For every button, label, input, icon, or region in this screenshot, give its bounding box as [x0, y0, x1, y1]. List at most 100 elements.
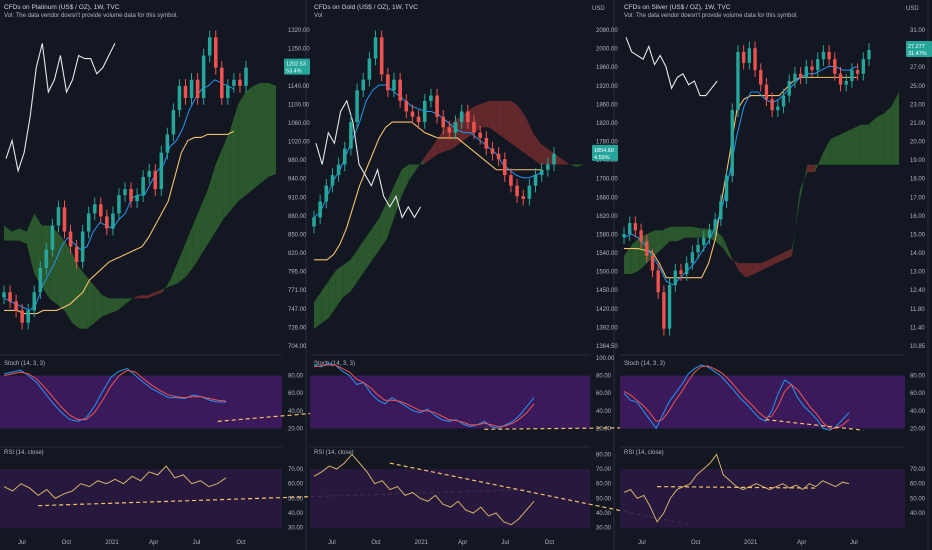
panel-title: CFDs on Silver (US$ / OZ), 1W, TVC	[624, 4, 731, 11]
candle-body	[129, 189, 133, 202]
candle-body	[62, 207, 67, 232]
candle-body	[679, 270, 683, 275]
candle-body	[521, 196, 526, 199]
ichimoku-cloud-segment	[532, 132, 541, 165]
rsi-tick-label: 60.00	[288, 482, 304, 488]
candle-body	[656, 270, 660, 293]
stoch-label: Stoch (14, 3, 3)	[314, 361, 355, 367]
candle-body	[189, 79, 194, 99]
candle-body	[730, 110, 734, 176]
ichimoku-cloud-segment	[162, 280, 171, 293]
ichimoku-cloud-segment	[830, 135, 838, 165]
price-tick-label: 910.00	[288, 195, 307, 201]
candle-body	[527, 185, 532, 199]
ichimoku-cloud-segment	[452, 116, 460, 149]
volume-note: Vol: The data vendor doesn't provide vol…	[4, 13, 178, 19]
stoch-tick-label: 40.00	[910, 409, 926, 415]
price-tick-label: 1420.00	[596, 307, 618, 313]
price-tick-label: 1740.00	[596, 158, 618, 164]
ichimoku-cloud-segment	[723, 237, 731, 260]
panel-title: CFDs on Platinum (US$ / OZ), 1W, TVC	[4, 4, 120, 11]
candle-body	[490, 148, 495, 154]
ichimoku-cloud-segment	[132, 295, 140, 299]
candle-body	[318, 201, 322, 218]
ichimoku-cloud-segment	[4, 225, 12, 241]
rsi-label: RSI (14, close)	[624, 450, 664, 456]
price-tick-label: 18.00	[910, 177, 926, 183]
rsi-tick-label: 40.00	[910, 511, 926, 517]
candle-body	[441, 116, 446, 128]
x-axis-label: 2021	[744, 540, 758, 546]
candle-body	[165, 134, 170, 153]
stoch-tick-label: 80.00	[288, 374, 304, 380]
x-axis-label: Oct	[371, 540, 381, 546]
x-axis-label: 2021	[105, 540, 119, 546]
ichimoku-cloud-segment	[692, 226, 701, 238]
x-axis-label: 2021	[415, 540, 429, 546]
price-tick-label: 1392.00	[596, 325, 618, 331]
ichimoku-cloud-segment	[343, 259, 351, 297]
candle-body	[633, 223, 638, 231]
candle-body	[552, 153, 556, 165]
base-line	[624, 76, 857, 279]
candle-body	[14, 301, 18, 311]
panel-title: CFDs on Gold (US$ / OZ), 1W, TVC	[314, 4, 418, 11]
price-tick-label: 31.00	[910, 28, 926, 34]
price-tick-label: 704.00	[288, 344, 307, 350]
price-tick-label: 2080.00	[596, 28, 618, 34]
candle-body	[515, 185, 519, 197]
ichimoku-cloud-segment	[321, 281, 329, 324]
ichimoku-cloud-segment	[662, 226, 670, 249]
price-tick-label: 14.00	[910, 251, 926, 257]
ichimoku-cloud-segment	[416, 159, 424, 170]
price-tick-label: 747.00	[288, 307, 307, 313]
candle-body	[226, 85, 230, 99]
candle-body	[736, 51, 740, 111]
ichimoku-cloud-segment	[784, 248, 793, 260]
price-tag-value: 1854.60	[594, 148, 614, 154]
candle-body	[628, 223, 632, 234]
price-tick-label: 880.00	[288, 214, 307, 220]
candle-body	[453, 122, 458, 133]
stoch-d-line	[623, 365, 850, 429]
candle-body	[135, 195, 139, 202]
ichimoku-cloud-segment	[124, 298, 133, 305]
ichimoku-cloud-segment	[489, 100, 497, 133]
x-axis-label: Jul	[638, 540, 646, 546]
price-tick-label: 1540.00	[596, 251, 618, 257]
candle-body	[330, 175, 335, 186]
stoch-tick-label: 80.00	[596, 374, 612, 380]
base-line	[314, 121, 542, 261]
price-tick-label: 980.00	[288, 158, 307, 164]
ichimoku-cloud-segment	[314, 291, 322, 329]
ichimoku-cloud-segment	[883, 106, 892, 165]
stoch-d-line	[313, 364, 535, 428]
price-tag-change: 31.47%	[908, 51, 927, 57]
candle-body	[447, 127, 452, 133]
price-tick-label: 11.80	[910, 307, 925, 313]
ichimoku-cloud-segment	[654, 230, 663, 256]
ichimoku-cloud-segment	[792, 190, 800, 256]
ichimoku-cloud-segment	[511, 100, 519, 149]
candle-body	[759, 70, 763, 85]
ichimoku-cloud-segment	[372, 217, 380, 260]
stoch-band	[310, 375, 590, 429]
rsi-tick-label: 40.00	[596, 511, 612, 517]
x-axis-label: Jul	[850, 540, 858, 546]
price-tick-label: 1450.00	[596, 288, 618, 294]
rsi-tick-label: 70.00	[910, 467, 926, 473]
candle-body	[798, 73, 803, 78]
candle-body	[719, 201, 723, 220]
base-line	[4, 130, 235, 315]
candle-body	[707, 230, 712, 238]
ichimoku-cloud-segment	[140, 295, 148, 299]
stoch-tick-label: 60.00	[596, 391, 612, 397]
ichimoku-cloud-segment	[117, 298, 125, 311]
price-tick-label: 1500.00	[596, 270, 618, 276]
price-tag-change: 4.59%	[594, 155, 610, 161]
rsi-line	[313, 453, 535, 526]
price-tick-label: 16.00	[910, 214, 926, 220]
lagging-span	[5, 43, 116, 174]
panel-2: CFDs on Silver (US$ / OZ), 1W, TVC Vol: T…	[620, 0, 932, 550]
ichimoku-cloud-segment	[109, 298, 118, 314]
